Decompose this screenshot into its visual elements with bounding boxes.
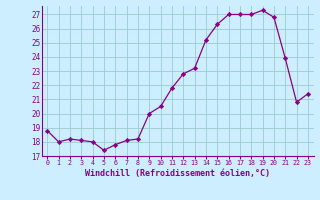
X-axis label: Windchill (Refroidissement éolien,°C): Windchill (Refroidissement éolien,°C) (85, 169, 270, 178)
